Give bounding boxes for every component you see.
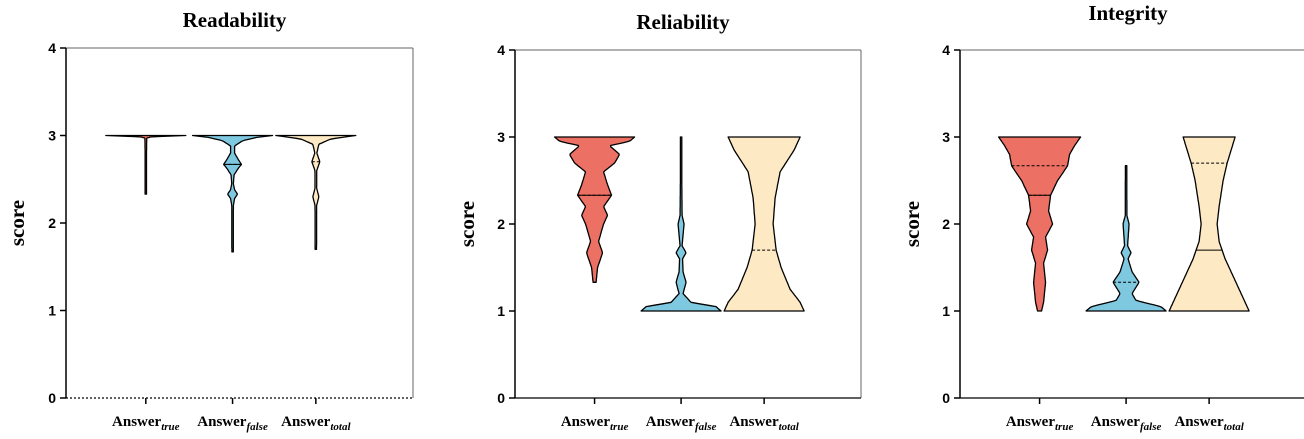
y-tick-label: 4	[497, 42, 505, 58]
chart-panel-1: Readability score 0 1 2 3 4 Answertrue Answerfal…	[5, 8, 414, 433]
x-tick-label: Answertotal	[1174, 414, 1244, 433]
y-axis-label: score	[900, 201, 924, 247]
y-tick-label: 3	[497, 129, 505, 145]
y-tick-label: 0	[942, 390, 950, 406]
y-tick-label: 0	[48, 390, 56, 406]
x-tick-label: Answertrue	[112, 414, 180, 433]
y-tick-label: 3	[48, 128, 56, 144]
violin-total	[275, 134, 357, 250]
y-tick-label: 0	[497, 390, 505, 406]
chart-panel-3: Integrity score 0 1 2 3 4 Answertrue Answerfalse…	[900, 1, 1304, 433]
violin-true	[997, 136, 1082, 312]
violin-false	[1085, 165, 1167, 312]
x-tick-label: Answertrue	[1006, 414, 1074, 433]
chart-title: Reliability	[636, 10, 730, 34]
y-tick-label: 2	[497, 216, 505, 232]
x-tick-label: Answerfalse	[197, 414, 268, 433]
x-tick-label: Answertotal	[281, 414, 351, 433]
x-tick-label: Answerfalse	[1091, 414, 1162, 433]
x-tick-label: Answertrue	[561, 414, 629, 433]
y-tick-label: 1	[497, 303, 505, 319]
violin-true	[553, 136, 636, 283]
violin-total	[723, 136, 805, 312]
violin-false	[191, 134, 274, 253]
y-tick-label: 2	[48, 215, 56, 231]
chart-panel-2: Reliability score 0 1 2 3 4 Answertrue Answerfal…	[455, 10, 862, 433]
y-axis-label: score	[5, 200, 29, 246]
y-tick-label: 3	[942, 129, 950, 145]
y-tick-label: 4	[48, 40, 56, 56]
y-tick-label: 1	[942, 303, 950, 319]
violin-false	[640, 136, 722, 312]
x-tick-label: Answertotal	[729, 414, 799, 433]
y-tick-label: 2	[942, 216, 950, 232]
y-tick-label: 1	[48, 303, 56, 319]
y-tick-label: 4	[942, 42, 950, 58]
chart-title: Readability	[183, 8, 287, 32]
x-tick-label: Answerfalse	[646, 414, 717, 433]
chart-title: Integrity	[1088, 1, 1168, 25]
violin-total	[1168, 136, 1250, 312]
y-axis-label: score	[455, 201, 479, 247]
violin-true	[105, 134, 187, 195]
